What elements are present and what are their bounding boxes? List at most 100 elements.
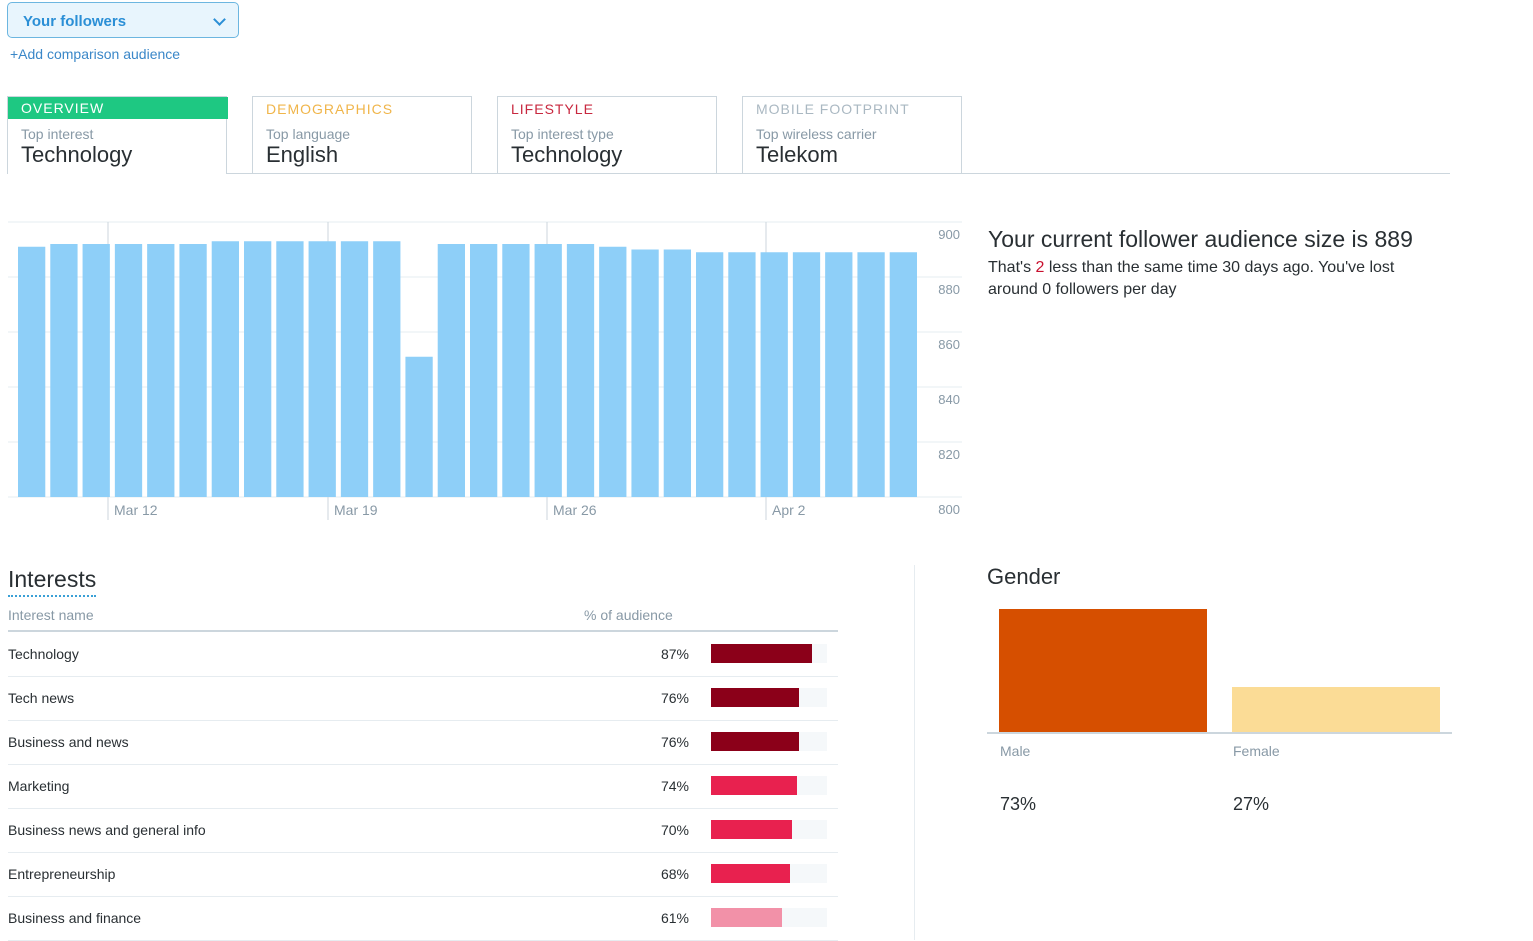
gender-label: Male	[1000, 743, 1031, 759]
header-divider	[8, 630, 838, 632]
pct-bar-track	[711, 644, 827, 663]
pct-bar-track	[711, 732, 827, 751]
chart-bar	[50, 244, 78, 497]
pct-bar-track	[711, 864, 827, 883]
y-tick-label: 820	[938, 447, 960, 462]
chart-bar	[663, 249, 691, 497]
x-tick-label: Mar 12	[114, 502, 158, 518]
gender-pct: 73%	[1000, 794, 1037, 814]
audience-size-title: Your current follower audience size is 8…	[988, 226, 1413, 252]
interest-name: Business news and general info	[8, 822, 206, 838]
chart-bar	[566, 244, 595, 497]
pct-bar-fill	[711, 732, 800, 751]
tab-mobile-footprint[interactable]: MOBILE FOOTPRINT Top wireless carrier Tele…	[742, 96, 962, 174]
chart-bar	[147, 244, 175, 497]
chart-bar	[760, 252, 788, 497]
pct-bar-track	[711, 908, 827, 927]
y-tick-label: 800	[938, 502, 960, 517]
table-row[interactable]: Business news and general info 70%	[8, 808, 838, 853]
tab-title: MOBILE FOOTPRINT	[756, 101, 910, 117]
chart-bar	[82, 244, 110, 497]
y-tick-label: 840	[938, 392, 960, 407]
pct-bar-track	[711, 776, 827, 795]
tab-value: Technology	[511, 142, 623, 167]
pct-bar-fill	[711, 776, 797, 795]
pct-bar-fill	[711, 820, 793, 839]
gender-baseline	[987, 732, 1452, 734]
tab-subtitle: Top language	[266, 126, 351, 142]
table-row[interactable]: Marketing 74%	[8, 764, 838, 809]
chart-bar	[599, 246, 627, 497]
tab-overview[interactable]: OVERVIEW Top interest Technology	[7, 96, 228, 174]
desc-text: less than the same time 30 days ago. You…	[988, 259, 1395, 298]
interest-name: Marketing	[8, 778, 70, 794]
chart-bar	[405, 356, 433, 497]
y-tick-label: 880	[938, 282, 960, 297]
audience-select[interactable]: Your followers	[7, 2, 239, 38]
chart-bar	[857, 252, 885, 497]
gender-bar-male	[999, 609, 1207, 732]
table-row[interactable]: Business and news 76%	[8, 720, 838, 765]
interest-name: Tech news	[8, 690, 75, 706]
pct-bar-track	[711, 820, 827, 839]
pct-bar-track	[711, 688, 827, 707]
chart-bar	[373, 241, 401, 497]
interest-pct: 61%	[660, 910, 689, 926]
chart-bar	[534, 244, 562, 497]
chart-bar	[179, 244, 207, 497]
interest-pct: 76%	[660, 734, 689, 750]
audience-select-label: Your followers	[23, 13, 127, 30]
table-row[interactable]: Technology 87%	[8, 632, 838, 677]
tab-title: LIFESTYLE	[511, 101, 594, 117]
col-header-name[interactable]: Interest name	[8, 607, 94, 623]
tab-value: English	[266, 142, 339, 167]
desc-text: That's	[988, 259, 1036, 276]
tab-subtitle: Top wireless carrier	[756, 126, 877, 142]
chart-bar	[470, 244, 498, 497]
chart-bar	[889, 252, 917, 497]
gender-pct: 27%	[1233, 794, 1270, 814]
interest-name: Technology	[8, 646, 79, 662]
y-tick-label: 860	[938, 337, 960, 352]
x-tick-label: Mar 26	[553, 502, 597, 518]
x-tick-label: Apr 2	[772, 502, 806, 518]
tab-demographics[interactable]: DEMOGRAPHICS Top language English	[252, 96, 472, 174]
pct-bar-fill	[711, 864, 790, 883]
section-divider	[914, 565, 915, 940]
interest-name: Business and finance	[8, 910, 142, 926]
chart-bar	[502, 244, 530, 497]
tab-value: Telekom	[756, 142, 838, 167]
tab-title: OVERVIEW	[8, 97, 228, 119]
add-comparison-audience-link[interactable]: +Add comparison audience	[10, 46, 181, 62]
chart-bar	[728, 252, 756, 497]
interest-pct: 74%	[660, 778, 689, 794]
gender-label: Female	[1233, 743, 1280, 759]
pct-bar-fill	[711, 908, 782, 927]
tab-subtitle: Top interest	[21, 126, 94, 142]
interest-pct: 68%	[660, 866, 689, 882]
chart-bar	[340, 241, 369, 497]
interest-pct: 70%	[660, 822, 689, 838]
chart-bar	[825, 252, 853, 497]
interest-pct: 87%	[660, 646, 689, 662]
table-row[interactable]: Business and finance 61%	[8, 896, 838, 941]
follower-chart: 900 880 860 840 820 800 Mar 12 Mar 19 Mar 26 Apr …	[8, 221, 962, 520]
interest-pct: 76%	[660, 690, 689, 706]
chart-bar	[244, 241, 272, 497]
table-row[interactable]: Entrepreneurship 68%	[8, 852, 838, 897]
chart-bar	[276, 241, 304, 497]
chart-bar	[114, 244, 143, 497]
tab-lifestyle[interactable]: LIFESTYLE Top interest type Technology	[497, 96, 717, 174]
col-header-pct[interactable]: % of audience	[584, 607, 673, 623]
gender-title: Gender	[987, 564, 1061, 589]
chart-bar	[631, 249, 659, 497]
table-row[interactable]: Tech news 76%	[8, 676, 838, 721]
chart-bar	[18, 246, 46, 497]
x-tick-label: Mar 19	[334, 502, 378, 518]
chevron-down-icon	[213, 13, 226, 26]
interest-name: Business and news	[8, 734, 129, 750]
chart-bar	[308, 241, 336, 497]
y-tick-label: 900	[938, 227, 960, 242]
audience-size-description: That's 2 less than the same time 30 days…	[988, 257, 1448, 301]
tab-value: Technology	[21, 142, 133, 167]
